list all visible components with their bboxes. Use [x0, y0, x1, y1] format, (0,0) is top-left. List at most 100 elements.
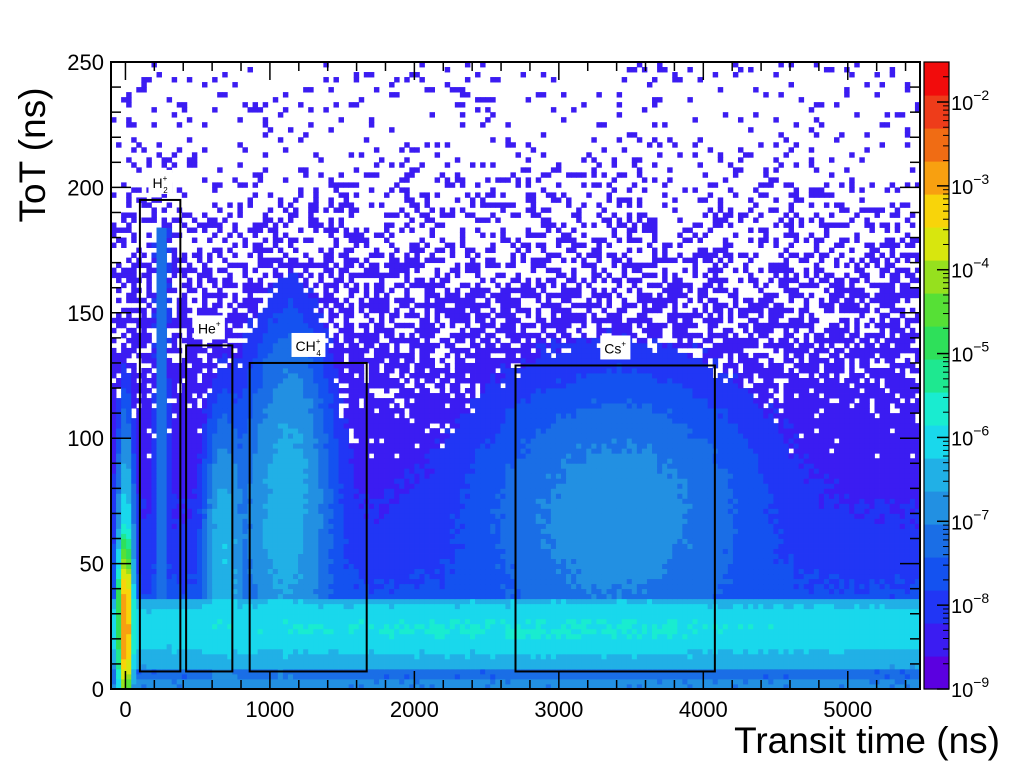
heatmap-cell	[287, 598, 294, 605]
heatmap-cell	[510, 683, 516, 689]
heatmap-cell	[748, 548, 754, 554]
heatmap-cell	[171, 568, 178, 575]
heatmap-cell	[561, 593, 567, 600]
heatmap-cell	[444, 563, 451, 570]
heatmap-cell	[646, 608, 653, 615]
heatmap-cell	[358, 548, 365, 554]
heatmap-cell	[672, 553, 678, 559]
heatmap-cell	[844, 603, 850, 610]
heatmap-cell	[212, 658, 218, 665]
heatmap-cell	[641, 623, 648, 630]
heatmap-cell	[545, 583, 552, 590]
heatmap-cell	[166, 628, 173, 635]
heatmap-cell	[308, 553, 314, 559]
heatmap-cell	[272, 638, 279, 645]
heatmap-cell	[621, 683, 628, 689]
heatmap-cell	[424, 673, 430, 680]
heatmap-cell	[313, 648, 319, 655]
heatmap-cell	[191, 628, 198, 635]
heatmap-cell	[823, 673, 830, 680]
heatmap-cell	[404, 623, 410, 630]
heatmap-cell	[469, 583, 476, 590]
heatmap-cell	[707, 608, 714, 615]
heatmap-cell	[889, 558, 896, 564]
heatmap-cell	[621, 643, 628, 650]
heatmap-cell	[156, 653, 162, 660]
heatmap-cell	[444, 558, 451, 564]
heatmap-cell	[545, 578, 552, 585]
heatmap-cell	[394, 638, 400, 645]
heatmap-cell	[894, 603, 901, 610]
heatmap-cell	[333, 593, 339, 600]
heatmap-cell	[272, 648, 279, 655]
heatmap-cell	[864, 663, 870, 670]
heatmap-cell	[131, 673, 137, 680]
heatmap-cell	[844, 563, 850, 570]
heatmap-cell	[242, 553, 248, 559]
heatmap-cell	[222, 623, 228, 630]
heatmap-cell	[909, 683, 916, 689]
heatmap-cell	[267, 608, 274, 615]
heatmap-cell	[859, 533, 865, 539]
heatmap-cell	[475, 673, 481, 680]
heatmap-cell	[222, 543, 228, 549]
heatmap-cell	[535, 573, 542, 580]
heatmap-cell	[252, 663, 259, 670]
heatmap-cell	[287, 653, 294, 660]
heatmap-cell	[353, 593, 360, 600]
heatmap-cell	[217, 613, 223, 620]
heatmap-cell	[854, 608, 860, 615]
heatmap-cell	[131, 628, 137, 635]
heatmap-cell	[823, 678, 830, 685]
heatmap-cell	[384, 618, 390, 625]
heatmap-cell	[156, 588, 162, 595]
heatmap-cell	[358, 533, 365, 539]
heatmap-cell	[282, 613, 289, 620]
heatmap-cell	[874, 663, 880, 670]
heatmap-cell	[793, 603, 800, 610]
heatmap-cell	[631, 628, 638, 635]
heatmap-cell	[859, 563, 865, 570]
heatmap-cell	[389, 648, 395, 655]
heatmap-cell	[879, 593, 886, 600]
heatmap-cell	[419, 648, 425, 655]
heatmap-cell	[146, 653, 152, 660]
heatmap-cell	[384, 613, 390, 620]
heatmap-cell	[242, 678, 248, 685]
heatmap-cell	[646, 533, 653, 539]
heatmap-cell	[252, 633, 259, 640]
heatmap-cell	[545, 613, 552, 620]
heatmap-cell	[768, 638, 774, 645]
heatmap-cell	[439, 643, 446, 650]
heatmap-cell	[879, 608, 886, 615]
heatmap-cell	[505, 543, 511, 549]
heatmap-cell	[652, 673, 658, 680]
heatmap-cell	[677, 678, 683, 685]
heatmap-cell	[212, 618, 218, 625]
heatmap-cell	[373, 643, 380, 650]
heatmap-cell	[121, 553, 127, 559]
heatmap-cell	[399, 573, 405, 580]
heatmap-cell	[227, 648, 233, 655]
heatmap-cell	[813, 543, 820, 549]
heatmap-cell	[429, 533, 435, 539]
heatmap-cell	[899, 683, 906, 689]
heatmap-cell	[232, 633, 238, 640]
heatmap-cell	[571, 573, 577, 580]
heatmap-cell	[894, 543, 901, 549]
heatmap-cell	[803, 578, 810, 585]
heatmap-cell	[652, 663, 658, 670]
heatmap-cell	[616, 658, 623, 665]
heatmap-cell	[732, 558, 739, 564]
heatmap-cell	[146, 563, 152, 570]
heatmap-cell	[384, 668, 390, 675]
heatmap-cell	[636, 563, 643, 570]
heatmap-cell	[404, 633, 410, 640]
heatmap-cell	[652, 573, 658, 580]
heatmap-cell	[884, 653, 891, 660]
heatmap-cell	[692, 628, 698, 635]
heatmap-cell	[389, 538, 395, 544]
heatmap-cell	[778, 638, 784, 645]
heatmap-cell	[616, 613, 623, 620]
heatmap-cell	[667, 553, 673, 559]
